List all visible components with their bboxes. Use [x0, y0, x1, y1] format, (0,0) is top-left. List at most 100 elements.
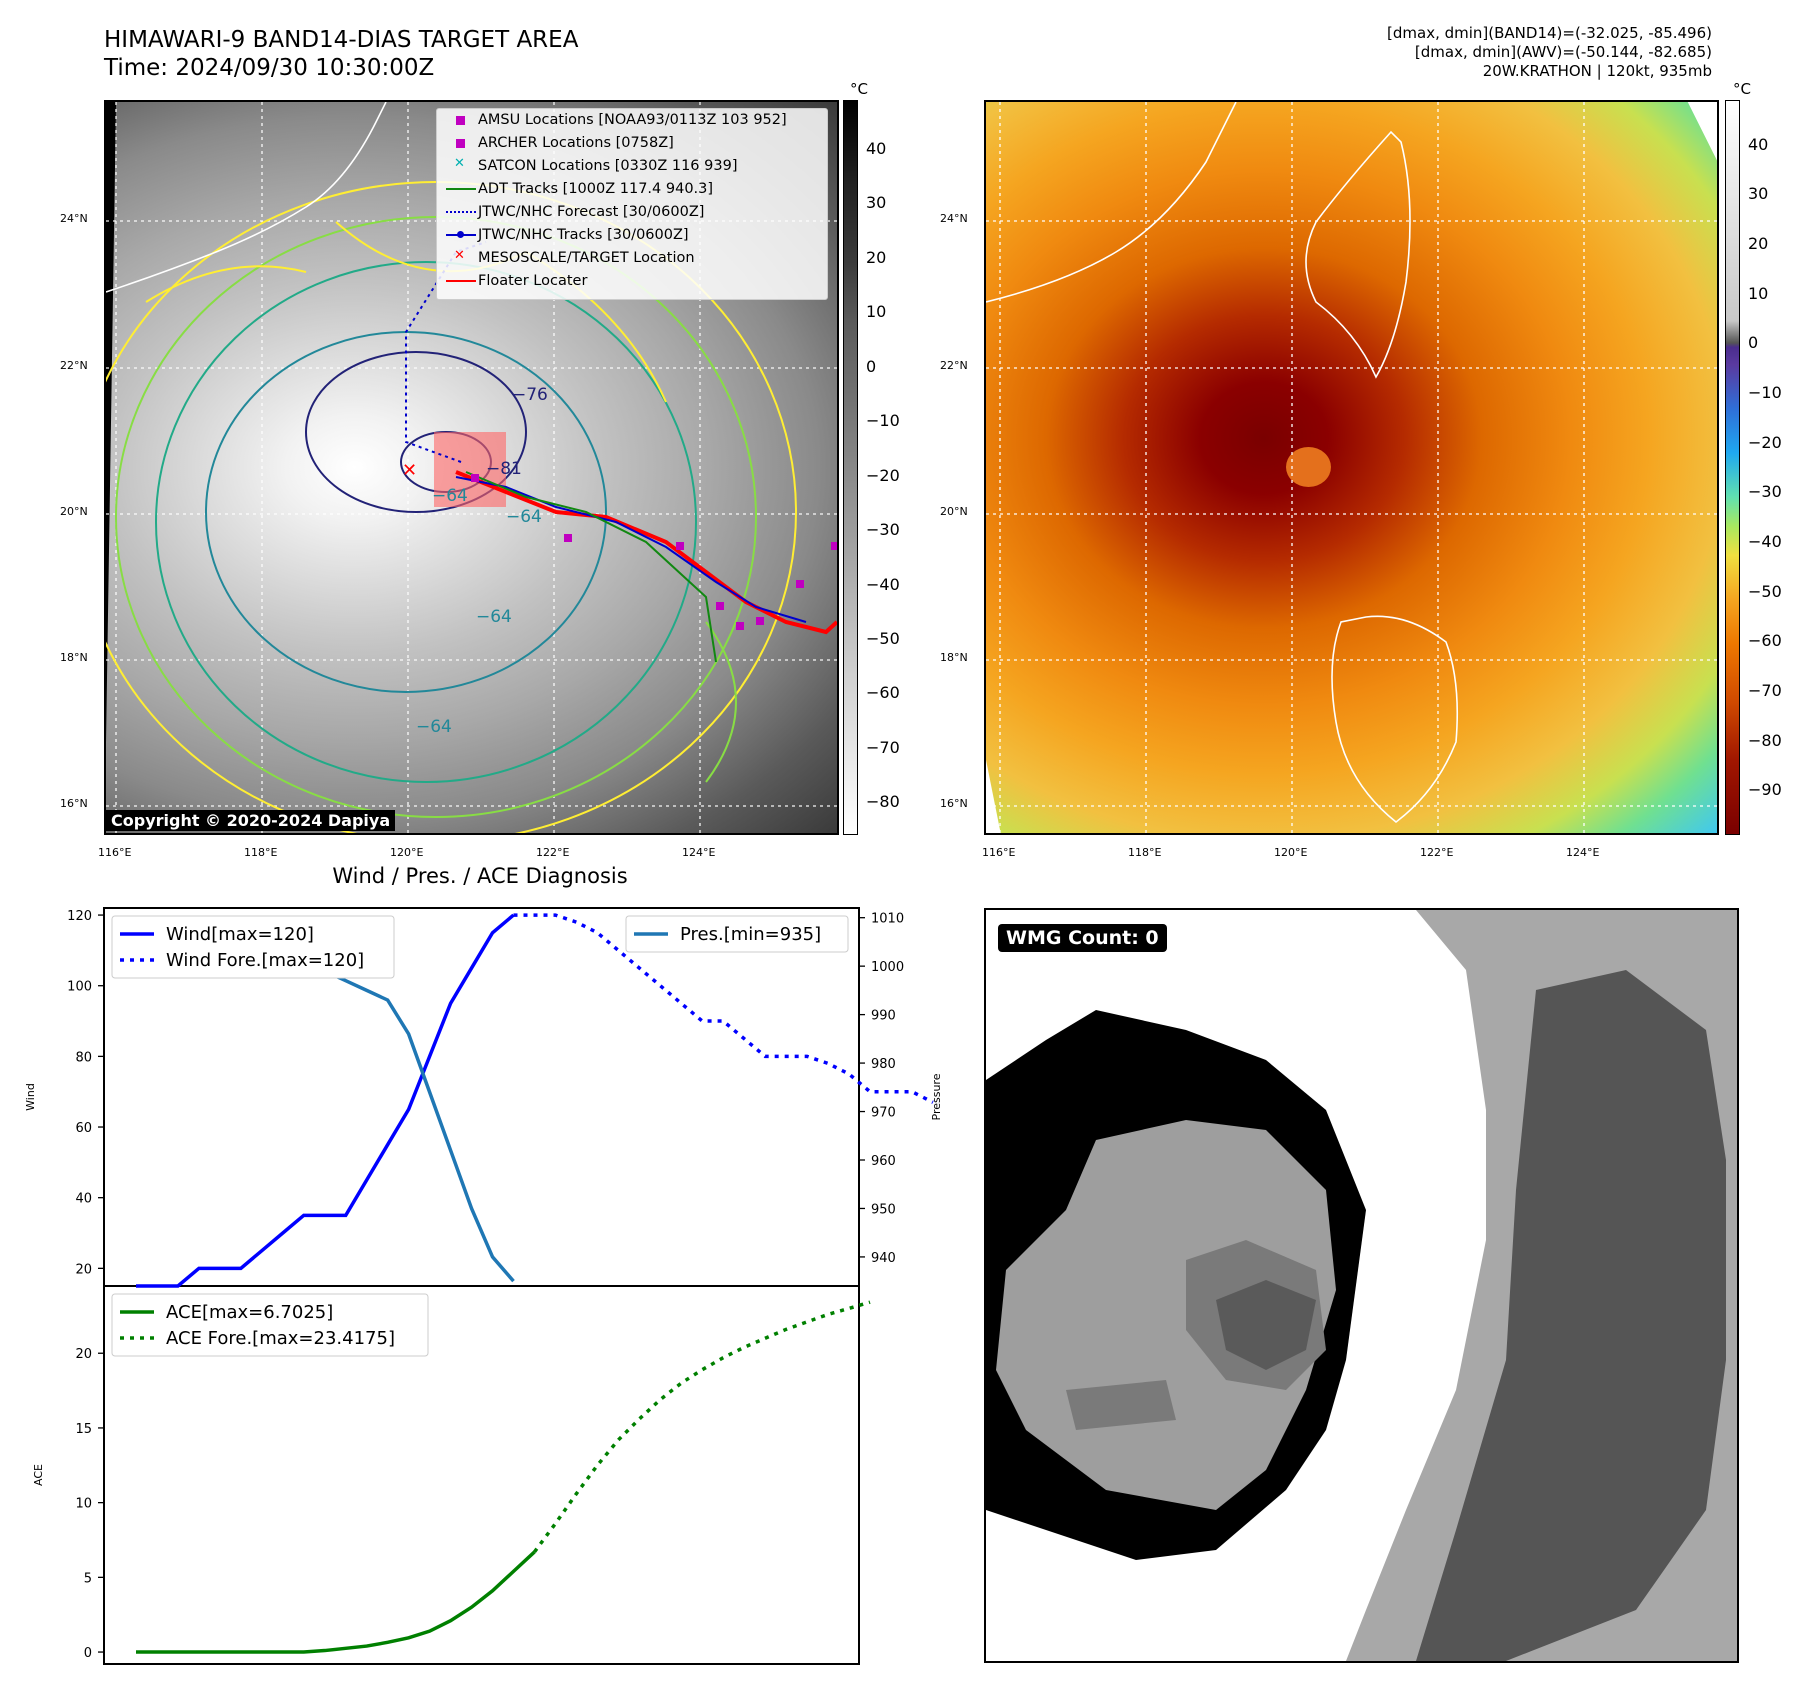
stats-line-3: 20W.KRATHON | 120kt, 935mb: [1482, 62, 1712, 80]
ace-axis-label: ACE: [32, 1464, 45, 1486]
colorbar-tick-label: 20: [1748, 234, 1769, 254]
lat-label: 16°N: [940, 797, 968, 810]
legend-label: AMSU Locations [NOAA93/0113Z 103 952]: [478, 112, 787, 128]
legend-label: MESOSCALE/TARGET Location: [478, 250, 695, 266]
lat-label: 24°N: [940, 212, 968, 225]
legend-label: JTWC/NHC Tracks [30/0600Z]: [478, 227, 689, 243]
colorbar-tick-label: −70: [866, 737, 900, 757]
legend-item: JTWC/NHC Tracks [30/0600Z]: [444, 227, 689, 243]
contour-label: −76: [512, 385, 548, 405]
contour-label: −64: [416, 717, 452, 737]
lon-label: 118°E: [1128, 846, 1162, 859]
lon-label: 120°E: [1274, 846, 1308, 859]
colorbar-tick-label: 30: [866, 193, 887, 213]
legend-marker: [444, 205, 478, 219]
legend-label: JTWC/NHC Forecast [30/0600Z]: [478, 204, 705, 220]
lat-label: 18°N: [940, 651, 968, 664]
y-tick-label: 20: [75, 1262, 92, 1277]
colorbar-tick-label: −50: [1748, 581, 1782, 601]
colorbar-tick-label: −80: [1748, 730, 1782, 750]
title-line-1: HIMAWARI-9 BAND14-DIAS TARGET AREA: [104, 27, 579, 53]
lon-label: 124°E: [1566, 846, 1600, 859]
colorbar-tick-label: −30: [1748, 482, 1782, 502]
legend-item: Floater Locater: [444, 273, 587, 289]
title-line-2: Time: 2024/09/30 10:30:00Z: [104, 55, 435, 81]
figure-title: HIMAWARI-9 BAND14-DIAS TARGET AREA Time:…: [104, 26, 578, 82]
colorbar-tick-label: −20: [1748, 432, 1782, 452]
colorbar-tick-label: 10: [1748, 283, 1769, 303]
lat-label: 18°N: [60, 651, 88, 664]
lat-label: 22°N: [60, 359, 88, 372]
wmg-panel: WMG Count: 0: [984, 908, 1739, 1663]
legend-item: ARCHER Locations [0758Z]: [444, 135, 674, 151]
y-tick-label: 20: [75, 1347, 92, 1362]
y-tick-label: 5: [84, 1571, 92, 1586]
map-legend: [436, 108, 828, 300]
y-tick-label: 60: [75, 1121, 92, 1136]
wv-map-panel: [984, 100, 1719, 835]
wind-forecast-line: [513, 913, 934, 1104]
y-tick-label: 970: [871, 1106, 896, 1121]
legend-label: Wind[max=120]: [166, 924, 314, 945]
colorbar-tick-label: −20: [866, 465, 900, 485]
lon-label: 122°E: [1420, 846, 1454, 859]
colorbar-tick-label: −30: [866, 520, 900, 540]
colorbar-tick-label: −10: [1748, 383, 1782, 402]
stats-block: [dmax, dmin](BAND14)=(-32.025, -85.496) …: [1387, 24, 1712, 81]
wmg-imagery: [986, 910, 1737, 1661]
y-tick-label: 990: [871, 1009, 896, 1024]
legend-item: ✕ SATCON Locations [0330Z 116 939]: [444, 156, 737, 174]
stats-line-2: [dmax, dmin](AWV)=(-50.144, -82.685): [1414, 43, 1712, 61]
ace-forecast-line: [533, 1300, 871, 1553]
ace-series-line: [136, 1550, 536, 1654]
y-tick-label: 980: [871, 1057, 896, 1072]
colorbar-tick-label: 0: [866, 356, 877, 376]
ir-colorbar: [843, 100, 858, 835]
wv-imagery: [986, 102, 1717, 833]
y-tick-label: 100: [67, 980, 92, 995]
wind-axis-label: Wind: [24, 1083, 37, 1111]
legend-marker: [444, 113, 478, 127]
contour-label: −64: [506, 507, 542, 527]
y-tick-label: 10: [75, 1497, 92, 1512]
legend-label: ARCHER Locations [0758Z]: [478, 135, 674, 151]
legend-item: ✕ MESOSCALE/TARGET Location: [444, 248, 695, 266]
colorbar-tick-label: 30: [1748, 184, 1769, 204]
lon-label: 124°E: [682, 846, 716, 859]
wv-map-overlay: [986, 102, 1717, 833]
ace-chart-frame: [103, 1285, 860, 1665]
y-tick-label: 0: [84, 1646, 92, 1661]
colorbar-tick-label: −40: [866, 574, 900, 594]
legend-marker: [444, 228, 478, 242]
colorbar-tick-label: 20: [866, 247, 887, 267]
lon-label: 118°E: [244, 846, 278, 859]
lon-label: 116°E: [982, 846, 1016, 859]
legend-marker: [444, 136, 478, 150]
legend-marker: [444, 274, 478, 288]
legend-marker: ✕: [454, 156, 465, 171]
colorbar-tick-label: −90: [1748, 780, 1782, 800]
colorbar-tick-label: 40: [866, 139, 887, 158]
y-tick-label: 80: [75, 1050, 92, 1065]
y-tick-label: 950: [871, 1202, 896, 1217]
lat-label: 16°N: [60, 797, 88, 810]
contour-label: −81: [486, 459, 522, 479]
colorbar-tick-label: −10: [866, 411, 900, 431]
colorbar-tick-label: 0: [1748, 333, 1759, 353]
y-tick-label: 960: [871, 1154, 896, 1169]
contour-label: −64: [432, 486, 468, 506]
lon-label: 116°E: [98, 846, 132, 859]
colorbar-tick-label: −40: [1748, 531, 1782, 551]
y-tick-label: 120: [67, 909, 92, 924]
lat-label: 20°N: [60, 505, 88, 518]
legend-label: Pres.[min=935]: [680, 924, 821, 945]
lat-label: 22°N: [940, 359, 968, 372]
legend-label: Wind Fore.[max=120]: [166, 950, 364, 971]
legend-label: Floater Locater: [478, 273, 588, 289]
lat-label: 24°N: [60, 212, 88, 225]
wind-series-line: [136, 913, 515, 1288]
colorbar-tick-label: −70: [1748, 680, 1782, 700]
colorbar-tick-label: −80: [866, 792, 900, 812]
legend-label: ADT Tracks [1000Z 117.4 940.3]: [478, 181, 714, 197]
pressure-axis-label: Pressure: [930, 1073, 943, 1120]
